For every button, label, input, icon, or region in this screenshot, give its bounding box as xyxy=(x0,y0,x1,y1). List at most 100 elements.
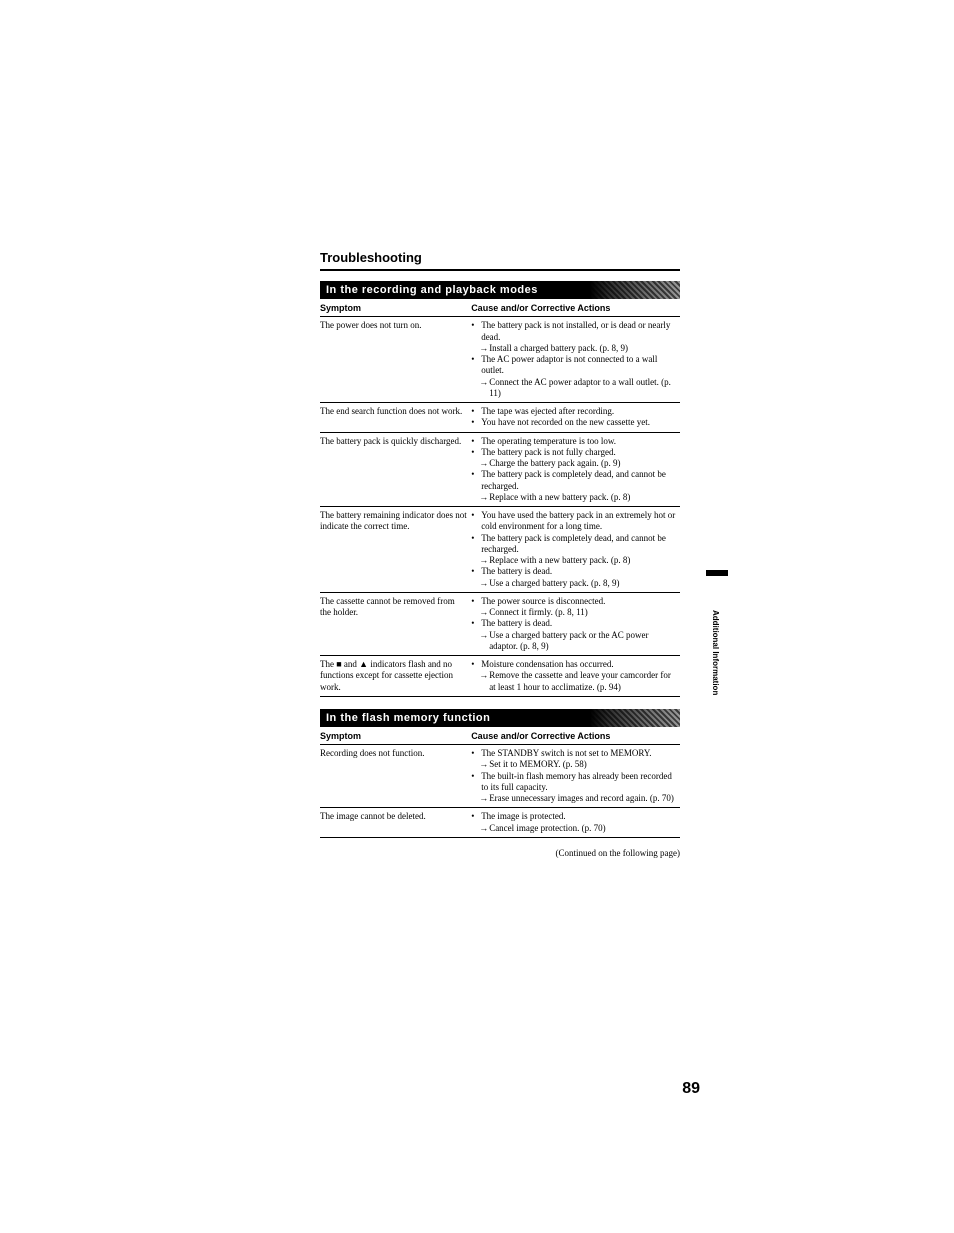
bullet-icon: • xyxy=(471,748,481,759)
cause-item: •The battery pack is not fully charged. xyxy=(471,447,676,458)
arrow-icon: → xyxy=(471,823,489,834)
cause-text: The STANDBY switch is not set to MEMORY. xyxy=(481,748,676,759)
symptom-cell: The end search function does not work. xyxy=(320,403,471,433)
symptom-cell: The power does not turn on. xyxy=(320,317,471,403)
arrow-icon: → xyxy=(471,607,489,618)
side-tab-mark xyxy=(706,570,728,576)
symptom-cell: The cassette cannot be removed from the … xyxy=(320,592,471,655)
column-header-cause: Cause and/or Corrective Actions xyxy=(471,301,680,317)
cause-item: •The battery pack is completely dead, an… xyxy=(471,469,676,492)
corrective-action: →Set it to MEMORY. (p. 58) xyxy=(471,759,676,770)
corrective-action: →Use a charged battery pack or the AC po… xyxy=(471,630,676,653)
table-row: Recording does not function.•The STANDBY… xyxy=(320,745,680,808)
bullet-icon: • xyxy=(471,447,481,458)
column-header-symptom: Symptom xyxy=(320,729,471,745)
cause-text: You have not recorded on the new cassett… xyxy=(481,417,676,428)
sections-container: In the recording and playback modes Sympt… xyxy=(320,281,680,838)
cause-text: The image is protected. xyxy=(481,811,676,822)
arrow-icon: → xyxy=(471,492,489,503)
corrective-action: →Use a charged battery pack. (p. 8, 9) xyxy=(471,578,676,589)
symptom-cell: The ■ and ▲ indicators flash and no func… xyxy=(320,656,471,697)
cause-item: •The power source is disconnected. xyxy=(471,596,676,607)
corrective-action: →Cancel image protection. (p. 70) xyxy=(471,823,676,834)
cause-item: •The AC power adaptor is not connected t… xyxy=(471,354,676,377)
cause-text: The operating temperature is too low. xyxy=(481,436,676,447)
cause-text: Cancel image protection. (p. 70) xyxy=(489,823,676,834)
continued-note: (Continued on the following page) xyxy=(320,848,680,858)
bullet-icon: • xyxy=(471,596,481,607)
cause-cell: •You have used the battery pack in an ex… xyxy=(471,507,680,593)
troubleshooting-table: SymptomCause and/or Corrective ActionsTh… xyxy=(320,301,680,697)
arrow-icon: → xyxy=(471,759,489,770)
cause-item: •The battery is dead. xyxy=(471,618,676,629)
cause-cell: •Moisture condensation has occurred.→Rem… xyxy=(471,656,680,697)
cause-item: •The built-in flash memory has already b… xyxy=(471,771,676,794)
cause-cell: •The operating temperature is too low.•T… xyxy=(471,432,680,507)
page-content: Troubleshooting In the recording and pla… xyxy=(320,250,680,858)
corrective-action: →Replace with a new battery pack. (p. 8) xyxy=(471,492,676,503)
side-tab-label: Additional Information xyxy=(711,610,720,695)
page-title: Troubleshooting xyxy=(320,250,680,265)
bullet-icon: • xyxy=(471,320,481,343)
cause-item: •The STANDBY switch is not set to MEMORY… xyxy=(471,748,676,759)
cause-text: The tape was ejected after recording. xyxy=(481,406,676,417)
symptom-cell: The battery pack is quickly discharged. xyxy=(320,432,471,507)
table-row: The cassette cannot be removed from the … xyxy=(320,592,680,655)
cause-text: Remove the cassette and leave your camco… xyxy=(489,670,676,693)
arrow-icon: → xyxy=(471,343,489,354)
cause-text: Use a charged battery pack. (p. 8, 9) xyxy=(489,578,676,589)
bullet-icon: • xyxy=(471,510,481,533)
arrow-icon: → xyxy=(471,377,489,400)
arrow-icon: → xyxy=(471,578,489,589)
column-header-symptom: Symptom xyxy=(320,301,471,317)
cause-text: The battery is dead. xyxy=(481,618,676,629)
corrective-action: →Replace with a new battery pack. (p. 8) xyxy=(471,555,676,566)
cause-item: •The battery pack is not installed, or i… xyxy=(471,320,676,343)
table-row: The ■ and ▲ indicators flash and no func… xyxy=(320,656,680,697)
cause-text: The battery pack is not fully charged. xyxy=(481,447,676,458)
cause-text: The built-in flash memory has already be… xyxy=(481,771,676,794)
bullet-icon: • xyxy=(471,659,481,670)
bullet-icon: • xyxy=(471,406,481,417)
table-row: The battery remaining indicator does not… xyxy=(320,507,680,593)
cause-item: •The battery pack is completely dead, an… xyxy=(471,533,676,556)
cause-cell: •The battery pack is not installed, or i… xyxy=(471,317,680,403)
cause-text: Connect the AC power adaptor to a wall o… xyxy=(489,377,676,400)
cause-text: Install a charged battery pack. (p. 8, 9… xyxy=(489,343,676,354)
symptom-cell: The image cannot be deleted. xyxy=(320,808,471,838)
bullet-icon: • xyxy=(471,811,481,822)
cause-text: Use a charged battery pack or the AC pow… xyxy=(489,630,676,653)
corrective-action: →Connect it firmly. (p. 8, 11) xyxy=(471,607,676,618)
bullet-icon: • xyxy=(471,354,481,377)
cause-text: The battery pack is not installed, or is… xyxy=(481,320,676,343)
table-row: The battery pack is quickly discharged.•… xyxy=(320,432,680,507)
bullet-icon: • xyxy=(471,533,481,556)
table-row: The end search function does not work.•T… xyxy=(320,403,680,433)
arrow-icon: → xyxy=(471,458,489,469)
corrective-action: →Erase unnecessary images and record aga… xyxy=(471,793,676,804)
cause-item: •The battery is dead. xyxy=(471,566,676,577)
bullet-icon: • xyxy=(471,436,481,447)
cause-item: •You have used the battery pack in an ex… xyxy=(471,510,676,533)
cause-text: Replace with a new battery pack. (p. 8) xyxy=(489,492,676,503)
cause-cell: •The image is protected.→Cancel image pr… xyxy=(471,808,680,838)
table-row: The image cannot be deleted.•The image i… xyxy=(320,808,680,838)
section-header: In the recording and playback modes xyxy=(320,281,680,299)
arrow-icon: → xyxy=(471,555,489,566)
corrective-action: →Charge the battery pack again. (p. 9) xyxy=(471,458,676,469)
cause-text: The power source is disconnected. xyxy=(481,596,676,607)
cause-text: Charge the battery pack again. (p. 9) xyxy=(489,458,676,469)
troubleshooting-table: SymptomCause and/or Corrective ActionsRe… xyxy=(320,729,680,838)
cause-item: •You have not recorded on the new casset… xyxy=(471,417,676,428)
bullet-icon: • xyxy=(471,771,481,794)
cause-item: •The operating temperature is too low. xyxy=(471,436,676,447)
title-rule xyxy=(320,269,680,271)
cause-item: •Moisture condensation has occurred. xyxy=(471,659,676,670)
cause-text: Set it to MEMORY. (p. 58) xyxy=(489,759,676,770)
arrow-icon: → xyxy=(471,793,489,804)
symptom-cell: The battery remaining indicator does not… xyxy=(320,507,471,593)
bullet-icon: • xyxy=(471,469,481,492)
arrow-icon: → xyxy=(471,670,489,693)
cause-text: The battery pack is completely dead, and… xyxy=(481,533,676,556)
cause-text: The battery is dead. xyxy=(481,566,676,577)
